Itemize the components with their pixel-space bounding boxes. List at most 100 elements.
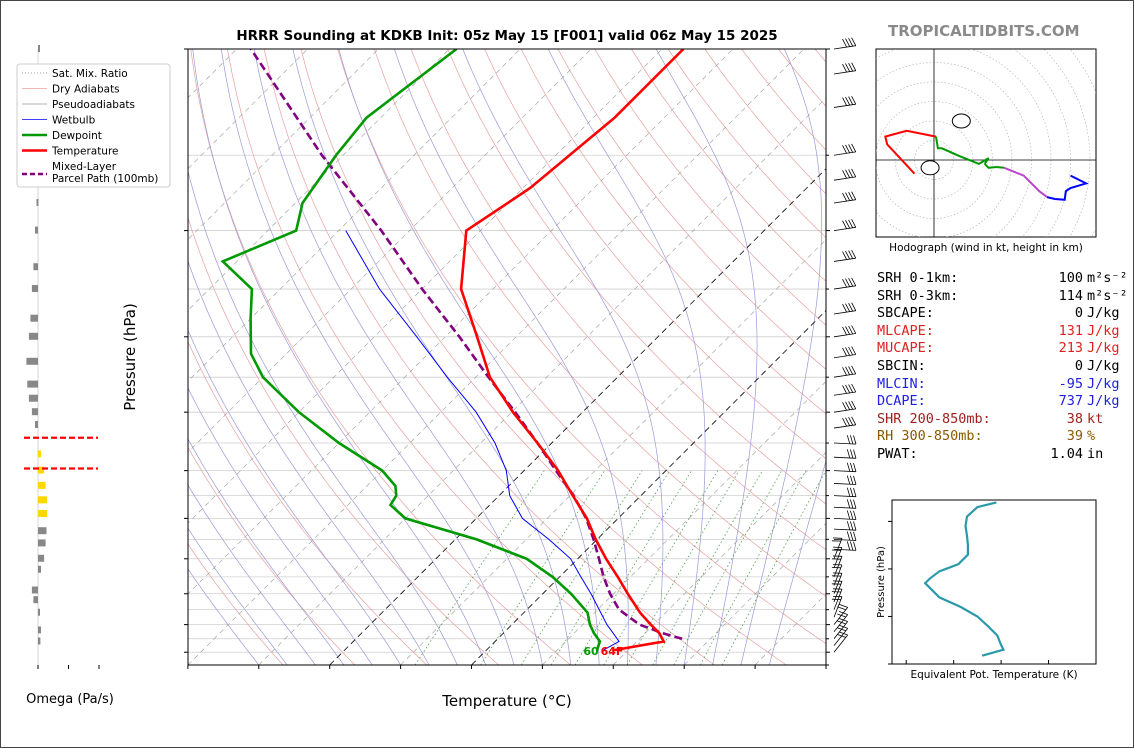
dry-adiabat-line — [410, 49, 826, 551]
mixing-ratio-line — [480, 470, 606, 665]
barb-feather — [850, 462, 854, 472]
omega-bar — [38, 626, 41, 634]
moist-adiabat-line — [655, 49, 758, 665]
isotherm-line — [683, 522, 826, 665]
wind-barb — [833, 510, 857, 520]
barb-feather — [842, 367, 847, 376]
param-label: PWAT: — [877, 445, 918, 462]
barb-shaft — [833, 470, 857, 473]
param-label: SRH 0-1km: — [877, 270, 959, 286]
param-row: RH 300-850mb: 39% — [877, 428, 1128, 446]
parameters-table: SRH 0-1km: 100 m²s⁻² SRH 0-3km: 114 m²s⁻² SBCA… — [877, 270, 1128, 464]
omega-bar — [28, 332, 38, 340]
wind-barb — [833, 277, 857, 290]
isotherm-line — [400, 239, 826, 665]
param-value: 114 — [1058, 287, 1083, 304]
theta-e-panel — [888, 499, 1097, 665]
barb-shaft — [833, 333, 856, 338]
barb-shaft — [833, 538, 843, 559]
barb-feather — [846, 510, 851, 520]
mixing-ratio-line — [520, 470, 643, 665]
skewt-profiles — [220, 49, 685, 652]
barb-shaft — [833, 614, 849, 633]
barb-shaft — [833, 495, 857, 498]
legend-label-line: Sat. Mix. Ratio — [52, 68, 128, 80]
skewt-y-label: Pressure (hPa) — [121, 303, 139, 411]
omega-bar — [38, 527, 47, 535]
dry-adiabat-line — [300, 49, 787, 665]
wind-barb — [833, 618, 849, 640]
barb-feather — [851, 96, 857, 105]
dry-adiabat-line — [520, 49, 826, 415]
barb-feather — [846, 541, 851, 551]
barb-feather — [842, 145, 847, 154]
omega-bar — [28, 394, 38, 402]
barb-feather — [845, 278, 851, 287]
hodograph-segment — [884, 129, 937, 175]
barb-feather — [851, 219, 857, 228]
barb-feather — [851, 168, 857, 178]
param-row: SRH 0-1km: 100 m²s⁻² — [877, 270, 1128, 288]
barb-shaft — [833, 373, 856, 378]
omega-bar — [38, 539, 46, 547]
param-label: SBCIN: — [877, 357, 926, 374]
barb-feather — [845, 38, 851, 47]
barb-feather — [850, 499, 854, 509]
barb-shaft — [833, 607, 849, 625]
barb-feather — [851, 277, 857, 286]
wind-barb — [833, 365, 857, 378]
barb-feather — [848, 169, 854, 178]
barb-feather — [842, 38, 847, 48]
barb-feather — [845, 96, 851, 106]
wind-barb — [833, 325, 857, 338]
barb-feather — [851, 346, 857, 355]
theta-e-plot — [923, 501, 1006, 657]
barb-feather — [848, 366, 854, 375]
moist-adiabat-line — [462, 49, 664, 665]
mixing-ratio-line — [626, 470, 740, 665]
omega-bar — [30, 314, 38, 322]
legend-label-line: Dry Adiabats — [52, 84, 120, 96]
theta-e-y-label: Pressure (hPa) — [876, 546, 887, 618]
param-unit: % — [1087, 428, 1096, 445]
mixing-ratio-line — [414, 470, 545, 665]
wind-barb — [833, 250, 857, 262]
wind-barb — [833, 383, 857, 396]
barb-feather — [845, 220, 851, 229]
param-label: SBCAPE: — [877, 305, 934, 322]
brand-watermark: TROPICALTIDBITS.COM — [888, 22, 1080, 40]
moist-adiabat-line — [740, 49, 823, 665]
barb-feather — [845, 417, 851, 426]
moist-adiabat-line — [292, 49, 572, 665]
barb-feather — [848, 325, 854, 335]
theta-e-line — [923, 501, 1006, 657]
barb-shaft — [833, 226, 856, 231]
param-value: 131 — [1058, 322, 1083, 339]
omega-bar — [38, 637, 41, 645]
param-unit: in — [1087, 445, 1104, 462]
barb-feather — [851, 191, 857, 200]
barb-feather — [842, 279, 847, 288]
mixing-ratio-line — [673, 470, 783, 665]
barb-feather — [842, 402, 847, 411]
legend-label-line: Wetbulb — [52, 115, 96, 127]
isotherm-line — [542, 380, 826, 665]
legend-label: Wetbulb — [52, 115, 96, 127]
barb-feather — [850, 475, 854, 485]
barb-feather — [848, 144, 854, 153]
barb-feather — [853, 475, 857, 485]
wind-barb — [831, 564, 843, 586]
param-value: 0 — [1074, 305, 1083, 322]
moist-adiabat-line — [188, 527, 288, 665]
wind-barb — [833, 521, 857, 531]
legend-label-line: Dewpoint — [52, 130, 102, 142]
barb-feather — [850, 531, 854, 541]
param-unit: J/kg — [1087, 305, 1120, 322]
barb-feather — [853, 449, 857, 459]
barb-feather — [845, 303, 851, 312]
barb-feather — [853, 487, 857, 497]
param-label: SHR 200-850mb: — [877, 410, 991, 427]
legend-label: Pseudoadiabats — [52, 99, 135, 111]
barb-feather — [853, 499, 857, 509]
dry-adiabat-line — [188, 340, 428, 665]
